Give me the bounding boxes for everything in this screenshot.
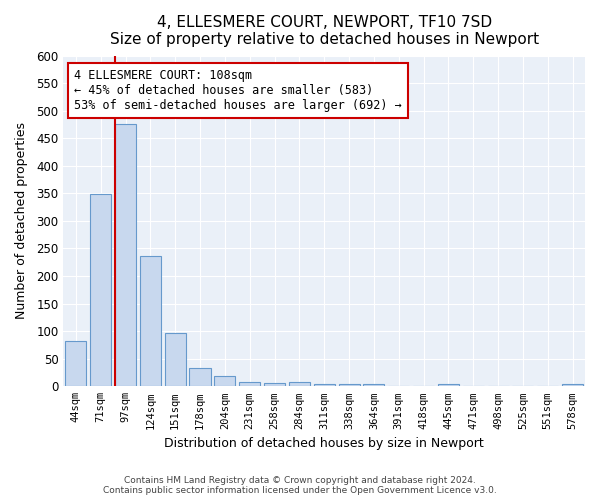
Bar — [562, 384, 583, 386]
Bar — [90, 194, 111, 386]
Bar — [239, 382, 260, 386]
Bar — [364, 384, 385, 386]
Bar — [164, 333, 186, 386]
Bar — [65, 340, 86, 386]
Bar — [264, 383, 285, 386]
Title: 4, ELLESMERE COURT, NEWPORT, TF10 7SD
Size of property relative to detached hous: 4, ELLESMERE COURT, NEWPORT, TF10 7SD Si… — [110, 15, 539, 48]
Bar — [214, 376, 235, 386]
Bar — [338, 384, 359, 386]
Bar — [140, 256, 161, 386]
X-axis label: Distribution of detached houses by size in Newport: Distribution of detached houses by size … — [164, 437, 484, 450]
Bar — [115, 124, 136, 386]
Text: 4 ELLESMERE COURT: 108sqm
← 45% of detached houses are smaller (583)
53% of semi: 4 ELLESMERE COURT: 108sqm ← 45% of detac… — [74, 68, 401, 112]
Bar — [289, 382, 310, 386]
Text: Contains HM Land Registry data © Crown copyright and database right 2024.
Contai: Contains HM Land Registry data © Crown c… — [103, 476, 497, 495]
Bar — [314, 384, 335, 386]
Y-axis label: Number of detached properties: Number of detached properties — [15, 122, 28, 320]
Bar — [438, 384, 459, 386]
Bar — [190, 368, 211, 386]
